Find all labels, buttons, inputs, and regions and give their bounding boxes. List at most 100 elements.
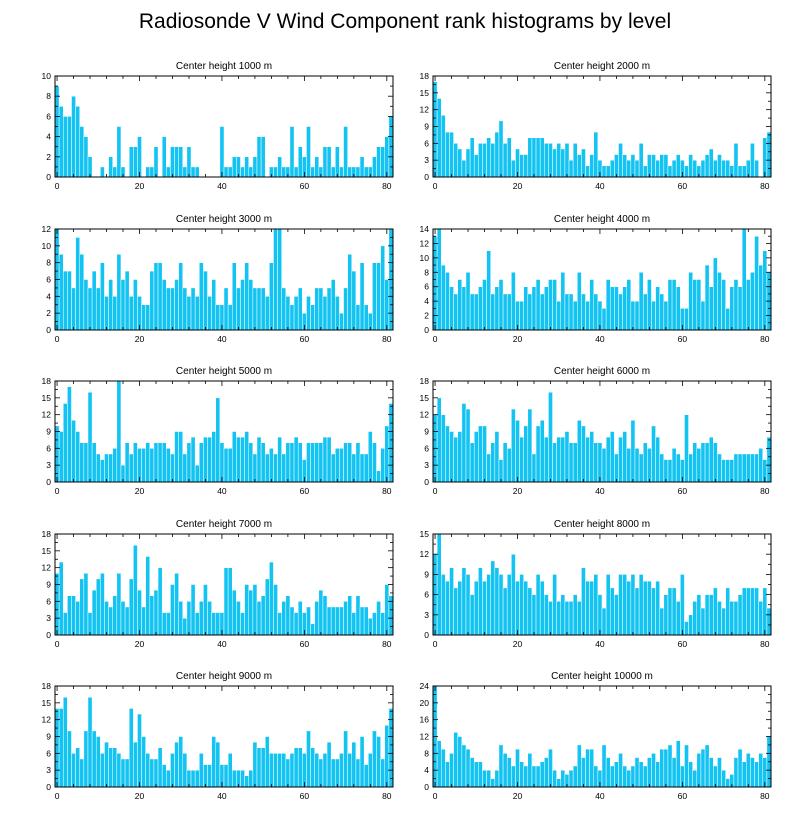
bar bbox=[133, 279, 138, 331]
bar bbox=[568, 769, 574, 788]
bar bbox=[638, 143, 644, 178]
bar bbox=[326, 287, 332, 331]
bar bbox=[560, 594, 566, 636]
bar bbox=[285, 595, 291, 636]
bar bbox=[605, 279, 611, 331]
bar bbox=[750, 587, 755, 636]
bar bbox=[511, 159, 516, 178]
bar bbox=[380, 245, 386, 331]
bar bbox=[494, 286, 500, 331]
bar bbox=[688, 614, 693, 636]
bar bbox=[630, 300, 636, 331]
bar bbox=[688, 272, 693, 331]
bar bbox=[552, 148, 557, 178]
bar bbox=[465, 574, 471, 636]
bar bbox=[519, 761, 524, 788]
y-tick-label: 3 bbox=[46, 613, 51, 623]
bar bbox=[626, 279, 632, 331]
bar bbox=[339, 448, 344, 483]
bar bbox=[754, 587, 759, 636]
bar bbox=[289, 304, 295, 331]
bar bbox=[277, 156, 282, 178]
bar bbox=[256, 747, 262, 788]
bar bbox=[240, 436, 245, 483]
bar bbox=[244, 262, 249, 331]
bar bbox=[322, 595, 328, 636]
bar bbox=[440, 115, 446, 178]
x-tick-label: 60 bbox=[300, 791, 310, 801]
bar bbox=[248, 589, 254, 636]
bar bbox=[593, 574, 599, 636]
panel-9: Center height 9000 m 0 3 6 9 12 15 18 0 20 40 60 80 bbox=[42, 671, 394, 801]
x-tick-label: 60 bbox=[678, 334, 688, 344]
bar bbox=[667, 459, 673, 483]
bar bbox=[62, 612, 68, 636]
bar bbox=[256, 136, 262, 178]
bar bbox=[473, 580, 479, 636]
bar bbox=[531, 765, 537, 788]
bar bbox=[601, 165, 607, 178]
bar bbox=[71, 420, 76, 483]
bar bbox=[482, 143, 487, 178]
bar bbox=[630, 574, 636, 636]
x-tick-label: 0 bbox=[55, 486, 60, 496]
bar bbox=[166, 287, 171, 331]
x-tick-label: 20 bbox=[135, 334, 145, 344]
bar bbox=[762, 250, 768, 331]
bar bbox=[227, 753, 233, 788]
bar bbox=[149, 595, 155, 636]
y-tick-label: 6 bbox=[424, 138, 429, 148]
bar bbox=[708, 148, 714, 178]
bar bbox=[663, 594, 669, 636]
bar bbox=[297, 287, 303, 331]
bar bbox=[108, 156, 113, 178]
bar bbox=[71, 287, 76, 331]
bar bbox=[335, 448, 340, 483]
bar bbox=[289, 442, 295, 483]
bar bbox=[593, 765, 599, 788]
y-tick-label: 9 bbox=[46, 580, 51, 590]
x-tick-label: 60 bbox=[678, 791, 688, 801]
bar bbox=[264, 736, 270, 788]
bar bbox=[186, 442, 192, 483]
bar bbox=[384, 725, 390, 788]
bar bbox=[449, 286, 454, 331]
bar bbox=[128, 296, 134, 331]
bar bbox=[614, 453, 619, 483]
bar bbox=[281, 287, 287, 331]
bar bbox=[260, 442, 266, 483]
bar bbox=[750, 143, 755, 178]
bar bbox=[601, 448, 607, 483]
bar bbox=[581, 148, 586, 178]
x-tick-label: 40 bbox=[595, 181, 605, 191]
bar bbox=[498, 744, 504, 788]
bar bbox=[461, 744, 467, 788]
bar bbox=[667, 744, 673, 788]
bar bbox=[95, 287, 101, 331]
bar bbox=[343, 126, 348, 178]
bar bbox=[161, 442, 167, 483]
bar bbox=[186, 601, 192, 636]
panel-title: Center height 2000 m bbox=[554, 61, 650, 72]
bar bbox=[741, 587, 747, 636]
bar bbox=[343, 601, 348, 636]
x-tick-label: 80 bbox=[760, 181, 770, 191]
bar bbox=[622, 765, 627, 788]
bar bbox=[750, 272, 755, 331]
bar bbox=[659, 607, 665, 636]
y-tick-label: 18 bbox=[420, 376, 430, 386]
bar bbox=[506, 448, 512, 483]
bar bbox=[58, 561, 64, 636]
bar bbox=[527, 587, 533, 636]
bar bbox=[535, 425, 541, 483]
bar bbox=[568, 159, 574, 178]
bar bbox=[523, 286, 529, 331]
bar bbox=[335, 146, 340, 178]
bar bbox=[581, 757, 586, 788]
y-tick-label: 9 bbox=[424, 122, 429, 132]
panel-title: Center height 4000 m bbox=[554, 214, 650, 225]
bar bbox=[306, 606, 311, 636]
bar bbox=[556, 778, 562, 788]
bar bbox=[161, 136, 167, 178]
bar bbox=[100, 262, 105, 331]
